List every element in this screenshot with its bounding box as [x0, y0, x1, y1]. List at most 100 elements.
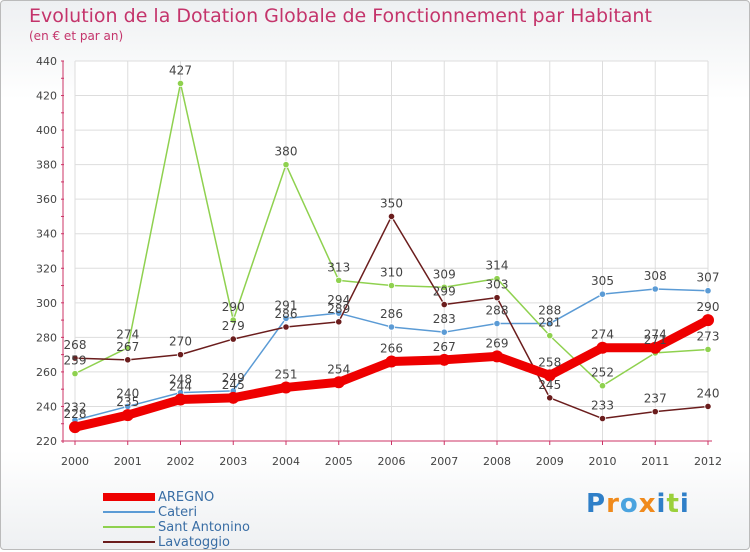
- y-tick-label-320: 320: [36, 262, 57, 275]
- point-lavatoggio-2005: [335, 318, 343, 326]
- data-label-sant-antonino-2012: 273: [697, 329, 720, 343]
- data-label-lavatoggio-2007: 299: [433, 285, 456, 299]
- x-tick-label-2001: 2001: [114, 455, 142, 468]
- data-label-aregno-2005: 254: [327, 362, 350, 376]
- logo-letter: o: [619, 489, 639, 519]
- x-tick-label-2012: 2012: [694, 455, 722, 468]
- point-aregno-2012: [702, 314, 714, 327]
- data-label-sant-antonino-2008: 314: [486, 259, 509, 273]
- point-lavatoggio-2001: [124, 356, 132, 364]
- data-label-sant-antonino-2001: 274: [116, 328, 139, 342]
- x-tick-label-2003: 2003: [219, 455, 247, 468]
- data-label-cateri-2004: 291: [275, 298, 298, 312]
- y-tick-label-260: 260: [36, 366, 57, 379]
- point-aregno-2003: [227, 391, 240, 404]
- data-label-lavatoggio-2004: 286: [275, 307, 298, 321]
- y-tick-label-420: 420: [36, 90, 57, 103]
- legend-label-sant-antonino: Sant Antonino: [158, 520, 250, 535]
- point-aregno-2002: [174, 393, 187, 406]
- point-sant-antonino-2002: [176, 79, 185, 88]
- point-aregno-2010: [596, 341, 609, 354]
- data-label-cateri-2001: 240: [116, 386, 139, 400]
- point-sant-antonino-2003: [229, 316, 237, 324]
- point-sant-antonino-2007: [440, 283, 448, 291]
- data-label-lavatoggio-2005: 289: [327, 302, 350, 316]
- point-sant-antonino-2001: [124, 344, 132, 352]
- data-label-aregno-2010: 274: [591, 328, 614, 342]
- point-aregno-2000: [69, 421, 81, 434]
- point-sant-antonino-2009: [546, 332, 554, 340]
- logo-letter: t: [666, 489, 680, 519]
- point-sant-antonino-2005: [335, 276, 343, 284]
- data-label-cateri-2011: 308: [644, 269, 667, 283]
- data-label-sant-antonino-2002: 427: [169, 63, 192, 77]
- data-label-cateri-2005: 294: [327, 293, 350, 307]
- proxiti-logo: Proxiti: [586, 489, 690, 519]
- data-label-cateri-2003: 249: [222, 371, 245, 385]
- point-cateri-2008: [493, 319, 501, 328]
- data-label-sant-antonino-2000: 259: [64, 354, 87, 368]
- legend-swatch-sant-antonino: [103, 526, 155, 528]
- point-cateri-2005: [335, 309, 343, 317]
- data-label-sant-antonino-2007: 309: [433, 267, 456, 281]
- point-sant-antonino-2006: [387, 281, 396, 290]
- y-tick-label-240: 240: [36, 400, 57, 413]
- point-lavatoggio-2006: [387, 212, 396, 221]
- legend-label-lavatoggio: Lavatoggio: [158, 535, 230, 550]
- data-label-lavatoggio-2008: 303: [486, 278, 509, 292]
- x-tick-label-2009: 2009: [536, 455, 564, 468]
- data-label-aregno-2007: 267: [433, 340, 456, 354]
- point-sant-antonino-2004: [282, 161, 290, 169]
- point-cateri-2004: [282, 314, 290, 322]
- data-label-aregno-2000: 228: [64, 407, 87, 421]
- data-label-aregno-2003: 245: [222, 378, 245, 392]
- y-tick-label-280: 280: [36, 331, 57, 344]
- x-tick-label-2006: 2006: [378, 455, 406, 468]
- data-label-aregno-2012: 290: [697, 300, 720, 314]
- data-label-aregno-2006: 266: [380, 342, 403, 356]
- point-lavatoggio-2002: [176, 351, 185, 359]
- data-label-aregno-2011: 274: [644, 328, 667, 342]
- logo-letter: i: [656, 489, 667, 519]
- x-tick-label-2007: 2007: [430, 455, 458, 468]
- point-lavatoggio-2011: [651, 408, 659, 416]
- data-label-aregno-2008: 269: [486, 336, 509, 350]
- data-label-cateri-2006: 286: [380, 307, 403, 321]
- data-label-sant-antonino-2009: 281: [538, 316, 561, 330]
- y-tick-label-300: 300: [36, 297, 57, 310]
- y-tick-label-380: 380: [36, 159, 57, 172]
- x-tick-label-2002: 2002: [167, 455, 195, 468]
- data-label-sant-antonino-2003: 290: [222, 300, 245, 314]
- y-tick-label-440: 440: [36, 55, 57, 68]
- data-label-cateri-2002: 248: [169, 373, 192, 387]
- x-tick-label-2000: 2000: [61, 455, 89, 468]
- point-aregno-2007: [438, 353, 451, 366]
- point-sant-antonino-2008: [493, 275, 501, 283]
- data-label-sant-antonino-2006: 310: [380, 266, 403, 280]
- data-label-cateri-2010: 305: [591, 274, 614, 288]
- x-tick-label-2011: 2011: [641, 455, 669, 468]
- point-cateri-2007: [440, 328, 448, 336]
- data-label-aregno-2002: 244: [169, 380, 192, 394]
- y-tick-label-220: 220: [36, 435, 57, 448]
- data-label-sant-antonino-2004: 380: [275, 145, 298, 159]
- point-lavatoggio-2007: [440, 300, 448, 309]
- point-lavatoggio-2010: [598, 414, 607, 423]
- data-label-cateri-2000: 232: [64, 400, 87, 414]
- point-sant-antonino-2010: [598, 382, 607, 390]
- legend-swatch-aregno: [103, 493, 155, 501]
- data-label-aregno-2001: 235: [116, 395, 139, 409]
- x-tick-label-2004: 2004: [272, 455, 300, 468]
- point-cateri-2012: [704, 287, 712, 295]
- y-tick-label-340: 340: [36, 228, 57, 241]
- data-label-cateri-2009: 288: [538, 304, 561, 318]
- data-label-aregno-2009: 258: [538, 355, 561, 369]
- point-aregno-2011: [649, 341, 662, 354]
- legend-label-aregno: AREGNO: [158, 490, 215, 505]
- point-aregno-2005: [332, 376, 345, 389]
- x-tick-label-2005: 2005: [325, 455, 353, 468]
- logo-letter: P: [586, 489, 607, 519]
- point-cateri-2010: [598, 290, 607, 298]
- x-tick-label-2008: 2008: [483, 455, 511, 468]
